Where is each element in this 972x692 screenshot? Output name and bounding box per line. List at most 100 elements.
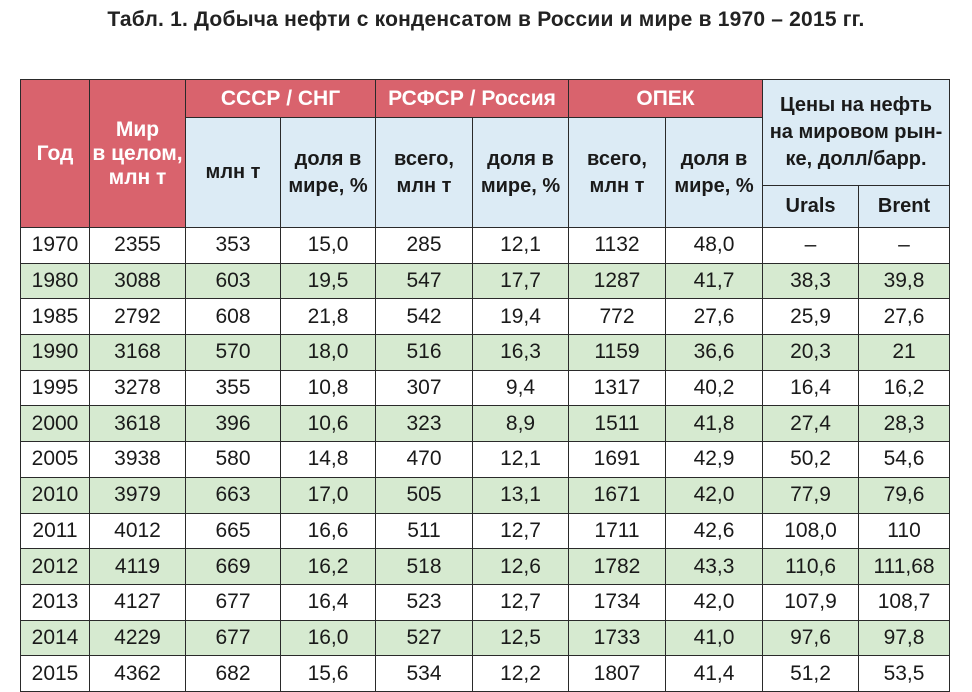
header-rsfsr-total: всего, млн т xyxy=(375,117,473,228)
header-prices-line-2: на мировом рын- xyxy=(769,121,943,143)
cell-opec-total: 1733 xyxy=(568,619,666,657)
cell-rsfsr-total: 323 xyxy=(375,405,473,443)
cell-urals-price: 77,9 xyxy=(762,476,860,514)
cell-ussr-mt: 396 xyxy=(185,405,281,443)
cell-opec-total: 1734 xyxy=(568,583,666,621)
header-opec-total-line-2: млн т xyxy=(589,174,645,197)
cell-ussr-share: 16,2 xyxy=(280,548,376,585)
cell-opec-share: 27,6 xyxy=(664,298,764,336)
table-row: 1970 2355 353 15,0 285 12,1 1132 48,0– – xyxy=(20,227,951,264)
cell-year: 2000 xyxy=(20,405,90,443)
table-row: 2000 3618 396 10,6 323 8,9 1511 41,8 27,4 28,3 xyxy=(20,405,951,443)
cell-urals-price: 50,2 xyxy=(762,441,860,478)
cell-ussr-mt: 669 xyxy=(185,548,281,585)
header-rsfsr: РСФСР / Россия xyxy=(375,79,569,118)
cell-year: 2013 xyxy=(20,583,90,621)
cell-year: 1970 xyxy=(20,227,90,264)
cell-urals-price: – xyxy=(762,227,860,264)
cell-world-total: 4119 xyxy=(89,548,186,585)
cell-opec-total: 1807 xyxy=(568,655,666,692)
cell-brent-price: 97,8 xyxy=(858,619,951,657)
cell-brent-price: 54,6 xyxy=(858,441,951,478)
cell-opec-total: 1782 xyxy=(568,548,666,585)
cell-opec-share: 36,6 xyxy=(664,334,764,371)
cell-opec-share: 48,0 xyxy=(664,227,764,264)
cell-ussr-mt: 677 xyxy=(185,583,281,621)
header-ussr-share-line-1: доля в xyxy=(294,147,362,170)
cell-opec-share: 41,7 xyxy=(664,262,764,300)
cell-ussr-share: 21,8 xyxy=(280,298,376,336)
cell-opec-share: 41,8 xyxy=(664,405,764,443)
table-row: 2015 4362 682 15,6 534 12,2 1807 41,4 51,2 53,5 xyxy=(20,655,951,692)
table-row: 2014 4229 677 16,0 527 12,5 1733 41,0 97,6 97,8 xyxy=(20,619,951,657)
cell-rsfsr-share: 8,9 xyxy=(472,405,569,443)
cell-year: 2005 xyxy=(20,441,90,478)
cell-opec-total: 1287 xyxy=(568,262,666,300)
cell-rsfsr-total: 523 xyxy=(375,583,473,621)
cell-brent-price: 110 xyxy=(858,512,951,550)
header-ussr-mt: млн т xyxy=(185,117,281,228)
header-opec-share-line-2: мире, % xyxy=(674,174,754,197)
cell-brent-price: 21 xyxy=(858,334,951,371)
cell-year: 2015 xyxy=(20,655,90,692)
header-rsfsr-share: доля в мире, % xyxy=(472,117,569,228)
cell-world-total: 3618 xyxy=(89,405,186,443)
cell-ussr-share: 18,0 xyxy=(280,334,376,371)
cell-ussr-mt: 353 xyxy=(185,227,281,264)
header-rsfsr-total-line-1: всего, xyxy=(394,147,454,170)
cell-rsfsr-total: 511 xyxy=(375,512,473,550)
cell-ussr-share: 15,6 xyxy=(280,655,376,692)
header-urals: Urals xyxy=(762,185,860,228)
header-world-line-1: Мир xyxy=(115,117,160,141)
header-opec-total: всего, млн т xyxy=(568,117,666,228)
cell-ussr-mt: 570 xyxy=(185,334,281,371)
cell-year: 2011 xyxy=(20,512,90,550)
cell-rsfsr-total: 516 xyxy=(375,334,473,371)
cell-opec-share: 41,4 xyxy=(664,655,764,692)
header-opec-total-line-1: всего, xyxy=(587,147,647,170)
table-row: 1980 3088 603 19,5 547 17,7 1287 41,7 38,3 39,8 xyxy=(20,262,951,300)
cell-rsfsr-total: 518 xyxy=(375,548,473,585)
cell-opec-share: 41,0 xyxy=(664,619,764,657)
table-row: 2010 3979 663 17,0 505 13,1 1671 42,0 77,9 79,6 xyxy=(20,476,951,514)
cell-ussr-share: 19,5 xyxy=(280,262,376,300)
cell-opec-share: 42,6 xyxy=(664,512,764,550)
cell-brent-price: 16,2 xyxy=(858,369,951,407)
cell-brent-price: – xyxy=(858,227,951,264)
cell-year: 1995 xyxy=(20,369,90,407)
cell-opec-total: 1691 xyxy=(568,441,666,478)
cell-ussr-mt: 677 xyxy=(185,619,281,657)
cell-rsfsr-total: 285 xyxy=(375,227,473,264)
cell-ussr-mt: 663 xyxy=(185,476,281,514)
cell-rsfsr-total: 534 xyxy=(375,655,473,692)
cell-urals-price: 27,4 xyxy=(762,405,860,443)
cell-urals-price: 16,4 xyxy=(762,369,860,407)
cell-rsfsr-share: 12,5 xyxy=(472,619,569,657)
cell-ussr-mt: 682 xyxy=(185,655,281,692)
cell-year: 2010 xyxy=(20,476,90,514)
cell-ussr-share: 16,0 xyxy=(280,619,376,657)
header-world-line-2: в целом, xyxy=(92,141,183,165)
cell-ussr-share: 10,8 xyxy=(280,369,376,407)
header-rsfsr-share-line-2: мире, % xyxy=(480,174,561,197)
cell-ussr-share: 16,4 xyxy=(280,583,376,621)
cell-brent-price: 111,68 xyxy=(858,548,951,585)
cell-rsfsr-share: 19,4 xyxy=(472,298,569,336)
cell-brent-price: 108,7 xyxy=(858,583,951,621)
table-row: 1995 3278 355 10,8 307 9,4 1317 40,2 16,4 16,2 xyxy=(20,369,951,407)
header-rsfsr-share-line-1: доля в xyxy=(487,147,554,170)
cell-world-total: 4127 xyxy=(89,583,186,621)
table-row: 2012 4119 669 16,2 518 12,6 1782 43,3 110,6 111,6… xyxy=(20,548,951,585)
cell-ussr-share: 16,6 xyxy=(280,512,376,550)
cell-rsfsr-share: 12,6 xyxy=(472,548,569,585)
cell-urals-price: 108,0 xyxy=(762,512,860,550)
cell-rsfsr-total: 542 xyxy=(375,298,473,336)
cell-opec-total: 1671 xyxy=(568,476,666,514)
cell-brent-price: 27,6 xyxy=(858,298,951,336)
cell-world-total: 4362 xyxy=(89,655,186,692)
cell-rsfsr-total: 527 xyxy=(375,619,473,657)
oil-production-table: Год Мир в целом, млн т СССР / СНГ РСФСР … xyxy=(20,79,951,692)
cell-brent-price: 28,3 xyxy=(858,405,951,443)
cell-opec-total: 1159 xyxy=(568,334,666,371)
cell-rsfsr-share: 9,4 xyxy=(472,369,569,407)
